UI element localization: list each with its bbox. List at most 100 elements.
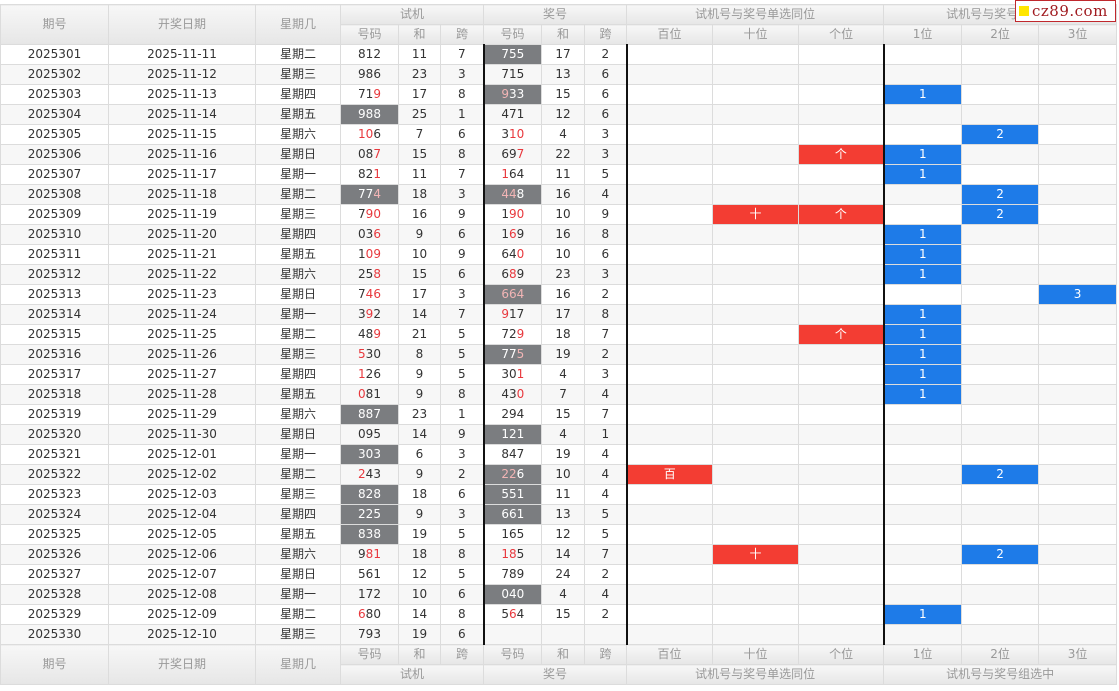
issue-cell: 2025302 [0, 64, 109, 85]
same-position-units-cell [798, 424, 885, 445]
digit: 8 [508, 547, 517, 561]
digit: 4 [508, 447, 517, 461]
award-span-cell: 3 [584, 124, 628, 145]
trial-span-cell: 7 [439, 164, 485, 185]
header-group-2: 2位 [961, 24, 1040, 45]
footer-tens: 十位 [712, 644, 800, 665]
trial-span-cell: 6 [439, 224, 485, 245]
digit: 1 [373, 567, 381, 581]
digit: 6 [508, 607, 517, 621]
same-position-units-cell [798, 244, 885, 265]
digit: 7 [373, 407, 381, 421]
table-header: 期号 开奖日期 星期几 试机 奖号 试机号与奖号单选同位 试机号与奖号组选中 号… [0, 4, 1118, 45]
group-position-1-cell: 1 [882, 144, 963, 165]
same-position-units-cell [798, 444, 885, 465]
trial-span-cell: 6 [439, 624, 485, 645]
digit: 8 [508, 567, 517, 581]
issue-cell: 2025324 [0, 504, 109, 525]
table-row: 2025327 2025-12-07 星期日 561 12 5 789 24 2 [0, 564, 1118, 585]
same-position-hundreds-cell [625, 484, 714, 505]
digit: 8 [365, 387, 374, 401]
group-position-2-cell [961, 284, 1040, 305]
same-position-hundreds-cell [625, 264, 714, 285]
group-position-2-cell [961, 624, 1040, 645]
header-tens: 十位 [712, 24, 800, 45]
date-cell: 2025-11-28 [108, 384, 256, 405]
trial-sum-cell: 10 [398, 244, 441, 265]
trial-span-cell: 6 [439, 484, 485, 505]
same-position-tens-cell [712, 64, 800, 85]
same-position-tens-cell: 十 [712, 544, 800, 565]
weekday-cell: 星期六 [255, 404, 341, 425]
award-span-cell: 9 [584, 204, 628, 225]
weekday-cell: 星期二 [255, 184, 341, 205]
trial-number-cell: 087 [340, 144, 399, 165]
group-position-3-cell [1038, 44, 1118, 65]
digit: 5 [373, 507, 381, 521]
digit: 6 [373, 127, 381, 141]
site-logo[interactable]: cz89.com [1015, 0, 1116, 22]
group-position-2-cell [961, 344, 1040, 365]
award-sum-cell: 11 [541, 164, 586, 185]
issue-cell: 2025313 [0, 284, 109, 305]
group-position-3-cell [1038, 624, 1118, 645]
digit: 1 [508, 307, 517, 321]
trial-span-cell: 9 [439, 244, 485, 265]
issue-cell: 2025309 [0, 204, 109, 225]
trial-number-cell: 489 [340, 324, 399, 345]
group-position-1-cell [882, 204, 963, 225]
same-position-hundreds-cell [625, 624, 714, 645]
same-position-hundreds-cell [625, 64, 714, 85]
group-position-3-cell [1038, 244, 1118, 265]
issue-cell: 2025317 [0, 364, 109, 385]
same-position-tens-cell [712, 244, 800, 265]
same-position-tens-cell [712, 464, 800, 485]
date-cell: 2025-11-11 [108, 44, 256, 65]
weekday-cell: 星期三 [255, 344, 341, 365]
same-position-units-cell [798, 504, 885, 525]
digit: 9 [508, 407, 517, 421]
table-row: 2025313 2025-11-23 星期日 746 17 3 664 16 2 3 [0, 284, 1118, 305]
trial-sum-cell: 15 [398, 144, 441, 165]
weekday-cell: 星期一 [255, 164, 341, 185]
trial-sum-cell: 7 [398, 124, 441, 145]
digit: 8 [358, 407, 366, 421]
award-number-cell: 689 [482, 264, 543, 285]
award-number-cell: 564 [482, 604, 543, 625]
table-row: 2025312 2025-11-22 星期六 258 15 6 689 23 3 1 [0, 264, 1118, 285]
issue-cell: 2025306 [0, 144, 109, 165]
digit: 3 [508, 387, 517, 401]
same-position-tens-cell [712, 284, 800, 305]
digit: 7 [501, 67, 509, 81]
same-position-tens-cell [712, 364, 800, 385]
weekday-cell: 星期二 [255, 44, 341, 65]
award-sum-cell: 16 [541, 184, 586, 205]
award-span-cell: 8 [584, 304, 628, 325]
same-position-tens-cell [712, 184, 800, 205]
group-position-3-cell [1038, 604, 1118, 625]
digit: 0 [365, 447, 374, 461]
digit: 9 [358, 547, 366, 561]
group-position-3-cell [1038, 144, 1118, 165]
date-cell: 2025-11-26 [108, 344, 256, 365]
digit: 9 [501, 87, 509, 101]
table-row: 2025319 2025-11-29 星期六 887 23 1 294 15 7 [0, 404, 1118, 425]
logo-text: cz89.com [1032, 2, 1108, 20]
weekday-cell: 星期六 [255, 544, 341, 565]
table-footer: 期号 开奖日期 星期几 号码 和 跨 号码 和 跨 百位 十位 个位 1位 2位… [0, 644, 1118, 685]
same-position-units-cell [798, 404, 885, 425]
footer-trial-number: 号码 [340, 644, 399, 665]
issue-cell: 2025319 [0, 404, 109, 425]
same-position-tens-cell [712, 84, 800, 105]
digit: 7 [516, 307, 525, 321]
same-position-hundreds-cell [625, 124, 714, 145]
trial-sum-cell: 9 [398, 364, 441, 385]
award-number-cell: 729 [482, 324, 543, 345]
issue-cell: 2025303 [0, 84, 109, 105]
table-row: 2025310 2025-11-20 星期四 036 9 6 169 16 8 1 [0, 224, 1118, 245]
digit: 7 [373, 147, 381, 161]
digit: 2 [358, 267, 366, 281]
same-position-hundreds-cell [625, 524, 714, 545]
table-row: 2025302 2025-11-12 星期三 986 23 3 715 13 6 [0, 64, 1118, 85]
group-position-2-cell: 2 [961, 184, 1040, 205]
